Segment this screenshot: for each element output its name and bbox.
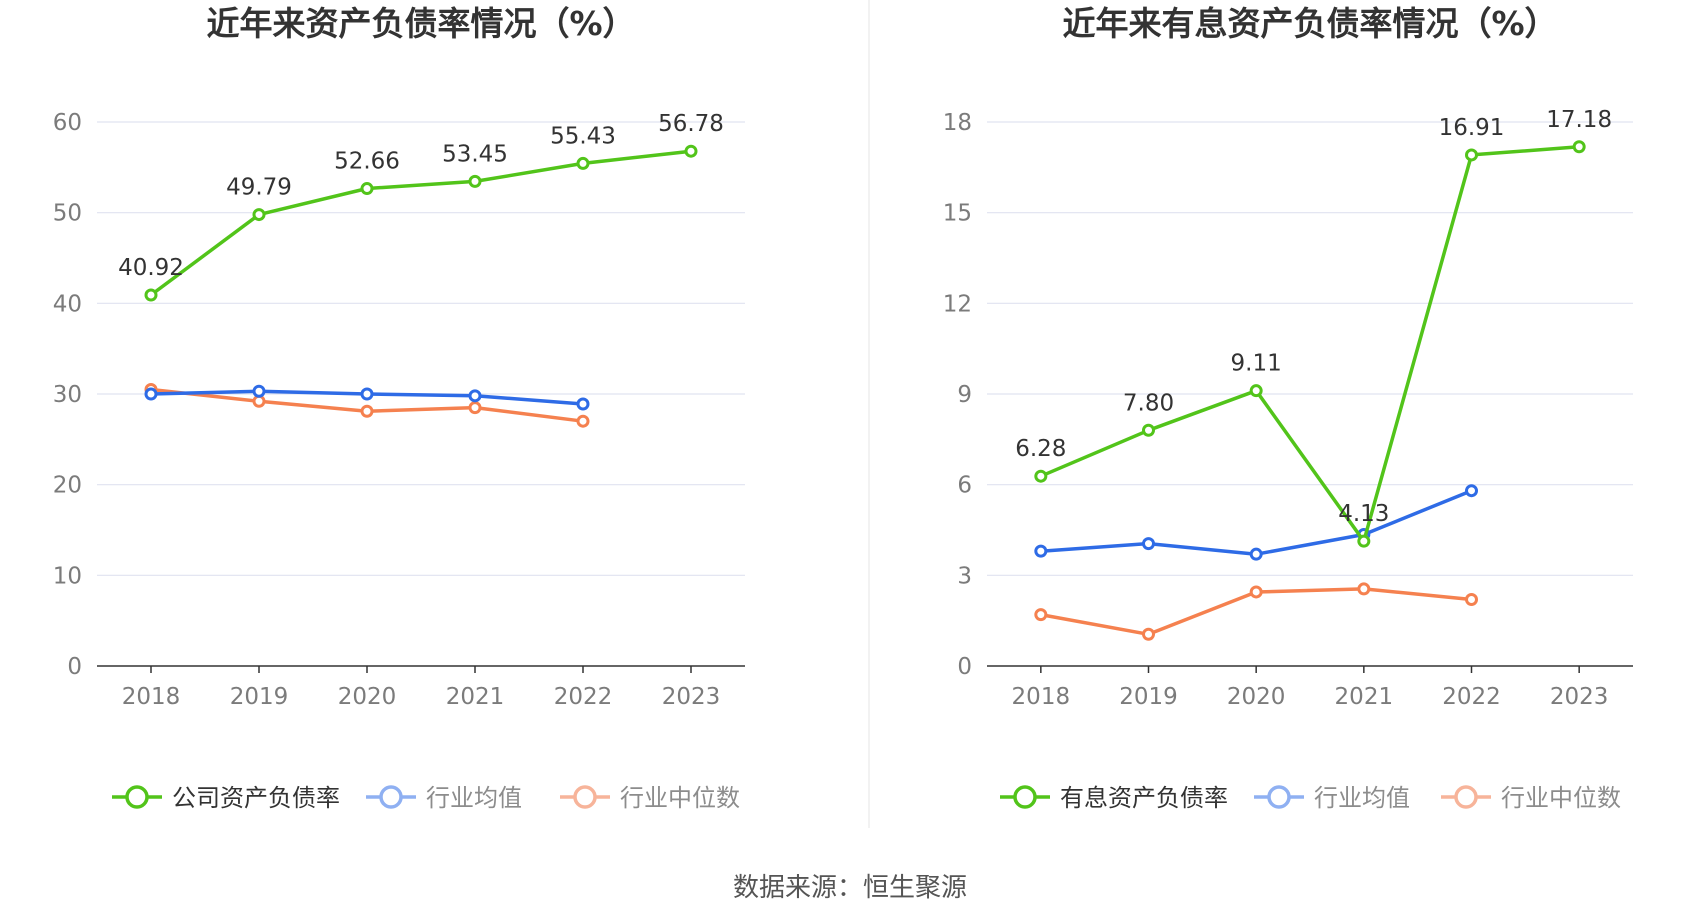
y-tick-label: 60: [53, 110, 82, 136]
data-point: [1249, 547, 1263, 561]
data-point: [1572, 140, 1586, 154]
y-tick-label: 3: [957, 563, 972, 589]
series-line-1: [1040, 145, 1580, 543]
data-label: 40.92: [118, 255, 184, 281]
x-tick-label: 2023: [662, 684, 721, 710]
data-point: [1357, 534, 1371, 548]
x-tick-label: 2018: [122, 684, 181, 710]
chart-2: 近年来有息资产负债率情况（%） 0 3 6 9 12 15 18 2018 2019 2020 202…: [943, 4, 1633, 812]
data-label: 4.13: [1338, 501, 1389, 527]
data-point: [468, 401, 482, 415]
data-source-note: 数据来源：恒生聚源: [732, 873, 967, 903]
data-point: [1034, 469, 1048, 483]
data-point: [468, 389, 482, 403]
data-point: [576, 156, 590, 170]
chart-1: 近年来资产负债率情况（%） 0 10 20 30 40 50 60 2018 2019 2020 20…: [53, 4, 745, 812]
legend-item-3: 行业中位数: [1441, 784, 1621, 812]
data-point: [252, 384, 266, 398]
legend-swatch-marker: [573, 785, 597, 809]
y-tick-label: 15: [943, 201, 972, 227]
y-tick-label: 30: [53, 382, 82, 408]
x-tick-label: 2019: [1119, 684, 1178, 710]
legend-swatch-marker: [1267, 785, 1291, 809]
data-label: 7.80: [1123, 390, 1174, 416]
y-tick-label: 18: [943, 110, 972, 136]
series-line-2: [1040, 489, 1473, 556]
data-point: [468, 174, 482, 188]
legend-item-3: 行业中位数: [560, 784, 740, 812]
legend-item-2: 行业均值: [1254, 784, 1410, 812]
legend-swatch-marker: [125, 785, 149, 809]
legend-label: 行业均值: [1314, 784, 1410, 812]
x-tick-label: 2020: [1227, 684, 1286, 710]
y-tick-label: 0: [957, 654, 972, 680]
legend-item-2: 行业均值: [366, 784, 522, 812]
data-point: [1249, 384, 1263, 398]
legend-label: 行业均值: [426, 784, 522, 812]
y-tick-label: 40: [53, 291, 82, 317]
data-point: [1142, 627, 1155, 641]
legend-swatch-marker: [1454, 785, 1478, 809]
data-point: [576, 414, 590, 428]
y-tick-label: 0: [67, 654, 82, 680]
data-label: 49.79: [226, 175, 292, 201]
legend-swatch-marker: [1013, 785, 1037, 809]
chart-title: 近年来资产负债率情况（%）: [206, 4, 635, 43]
y-tick-label: 50: [53, 201, 82, 227]
data-point: [684, 144, 698, 158]
data-point: [360, 182, 374, 196]
y-tick-label: 6: [957, 473, 972, 499]
y-tick-label: 12: [943, 291, 972, 317]
data-label: 16.91: [1439, 115, 1505, 141]
data-point: [1465, 593, 1478, 607]
x-tick-label: 2018: [1012, 684, 1071, 710]
data-label: 56.78: [658, 111, 724, 137]
x-tick-label: 2022: [554, 684, 613, 710]
x-tick-label: 2021: [1335, 684, 1394, 710]
data-point: [1034, 608, 1048, 622]
x-tick-label: 2019: [230, 684, 289, 710]
legend-label: 行业中位数: [1501, 784, 1621, 812]
data-point: [576, 397, 590, 411]
data-label: 52.66: [334, 149, 400, 175]
legend-label: 有息资产负债率: [1060, 784, 1228, 812]
legend-swatch-marker: [379, 785, 403, 809]
chart-title: 近年来有息资产负债率情况（%）: [1062, 4, 1557, 43]
data-label: 17.18: [1546, 107, 1612, 133]
data-point: [1034, 544, 1048, 558]
data-point: [1142, 537, 1155, 551]
data-label: 6.28: [1015, 436, 1066, 462]
legend-item-1: 有息资产负债率: [1000, 784, 1228, 812]
data-point: [1465, 148, 1478, 162]
series-line-1: [149, 149, 692, 297]
data-point: [1142, 423, 1155, 437]
y-tick-label: 10: [53, 563, 82, 589]
y-tick-label: 9: [957, 382, 972, 408]
data-point: [360, 387, 374, 401]
data-label: 9.11: [1231, 351, 1282, 377]
data-point: [144, 387, 158, 401]
legend-label: 行业中位数: [620, 784, 740, 812]
legend-item-1: 公司资产负债率: [112, 784, 340, 812]
x-tick-label: 2022: [1442, 684, 1501, 710]
legend-label: 公司资产负债率: [172, 784, 340, 812]
data-label: 53.45: [442, 141, 508, 167]
data-point: [144, 288, 158, 302]
data-label: 55.43: [550, 123, 616, 149]
x-tick-label: 2023: [1550, 684, 1609, 710]
data-point: [1465, 484, 1478, 498]
data-point: [1249, 585, 1263, 599]
data-point: [360, 404, 374, 418]
data-point: [1357, 582, 1371, 596]
y-tick-label: 20: [53, 473, 82, 499]
data-point: [252, 208, 266, 222]
x-tick-label: 2020: [338, 684, 397, 710]
x-tick-label: 2021: [446, 684, 505, 710]
